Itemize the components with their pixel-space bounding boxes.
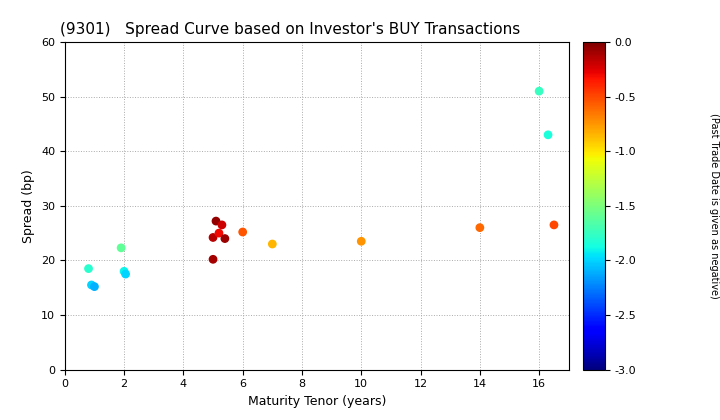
Point — [474, 224, 485, 231]
Point — [548, 222, 559, 228]
Point — [120, 270, 131, 277]
Text: (9301)   Spread Curve based on Investor's BUY Transactions: (9301) Spread Curve based on Investor's … — [60, 22, 520, 37]
Point — [115, 244, 127, 251]
Point — [207, 234, 219, 241]
Point — [237, 228, 248, 235]
Point — [213, 230, 225, 236]
Point — [118, 268, 130, 275]
X-axis label: Maturity Tenor (years): Maturity Tenor (years) — [248, 395, 386, 408]
Point — [86, 281, 97, 288]
Y-axis label: Time in years between 5/2/2025 and Trade Date
(Past Trade Date is given as negat: Time in years between 5/2/2025 and Trade… — [708, 88, 720, 324]
Point — [356, 238, 367, 244]
Point — [534, 88, 545, 94]
Y-axis label: Spread (bp): Spread (bp) — [22, 169, 35, 243]
Point — [219, 235, 230, 242]
Point — [216, 222, 228, 228]
Point — [83, 265, 94, 272]
Point — [207, 256, 219, 262]
Point — [210, 218, 222, 224]
Point — [266, 241, 278, 247]
Point — [89, 283, 100, 290]
Point — [542, 131, 554, 138]
